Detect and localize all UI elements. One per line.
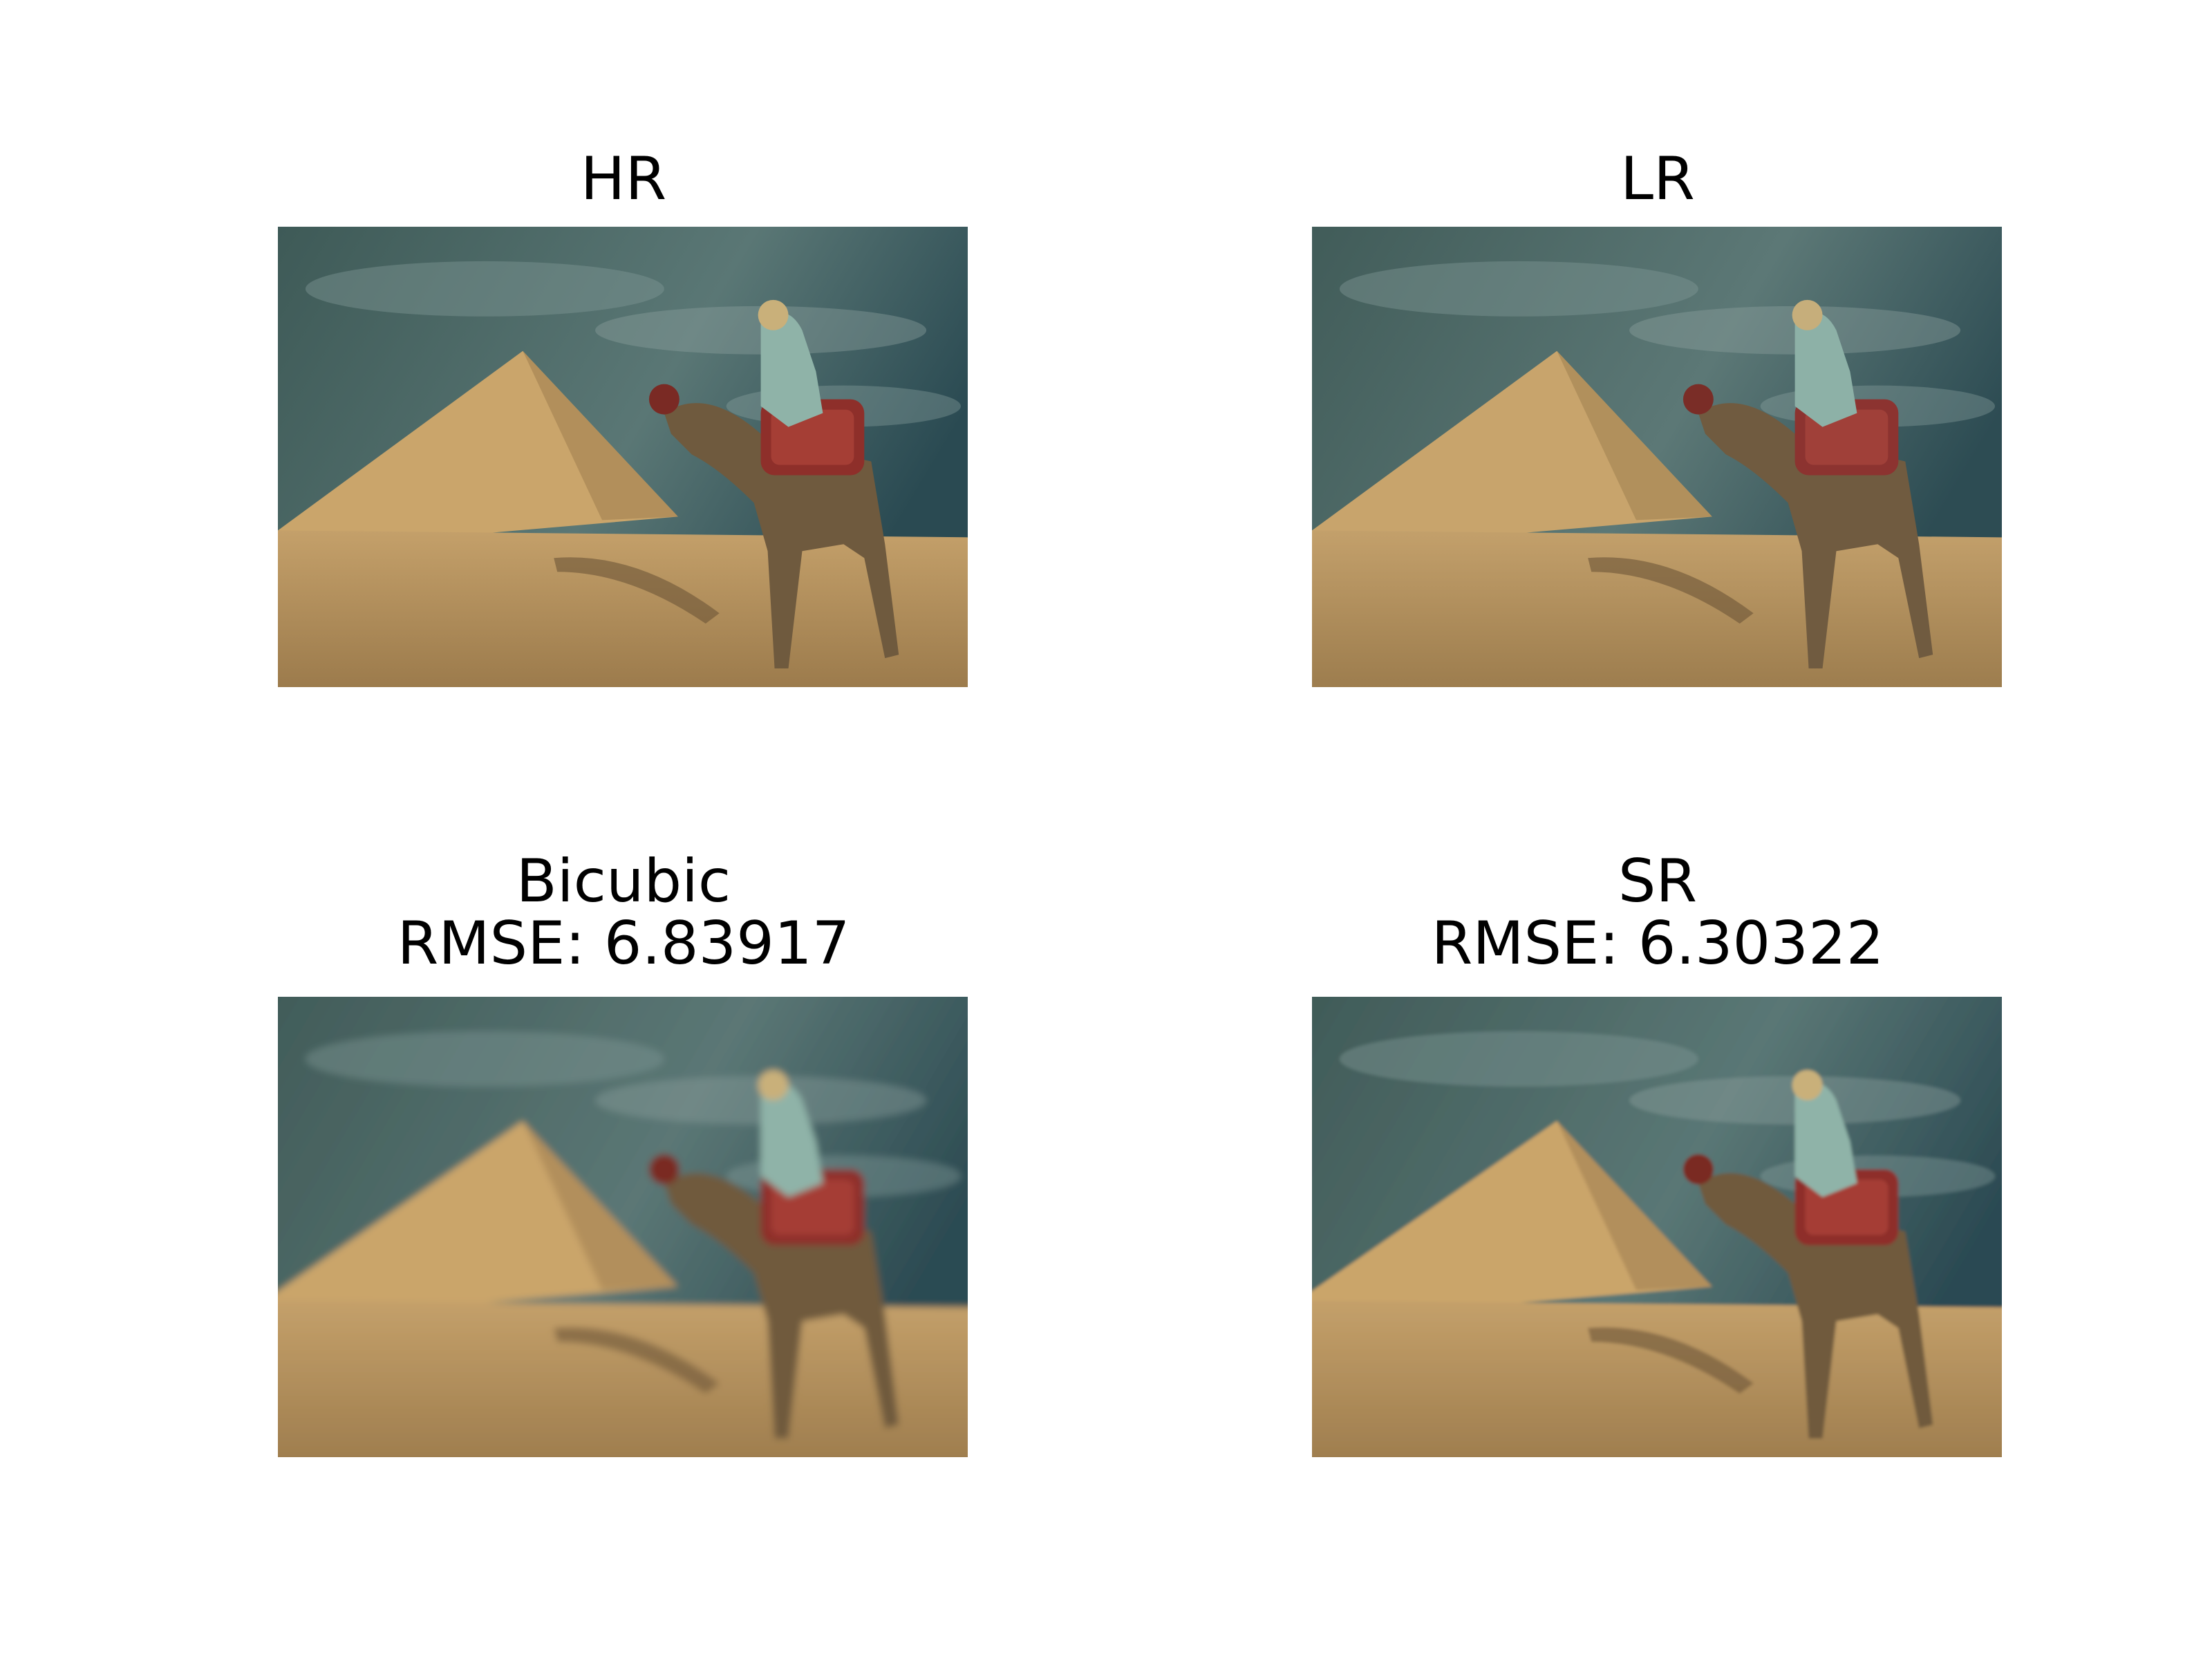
panel-title-hr: HR	[278, 148, 969, 210]
panel-title-sr-label: SR	[1618, 847, 1698, 916]
panel-title-hr-label: HR	[580, 144, 667, 214]
panel-title-lr: LR	[1312, 148, 2003, 210]
panel-title-sr: SR RMSE: 6.30322	[1312, 850, 2003, 975]
image-sr	[1312, 997, 2002, 1457]
panel-title-lr-label: LR	[1620, 144, 1695, 214]
panel-metric-sr: RMSE: 6.30322	[1431, 909, 1884, 978]
image-lr	[1312, 227, 2002, 687]
panel-title-bicubic: Bicubic RMSE: 6.83917	[278, 850, 969, 975]
image-hr	[278, 227, 968, 687]
panel-title-bicubic-label: Bicubic	[516, 847, 731, 916]
image-bicubic	[278, 997, 968, 1457]
panel-metric-bicubic: RMSE: 6.83917	[397, 909, 850, 978]
